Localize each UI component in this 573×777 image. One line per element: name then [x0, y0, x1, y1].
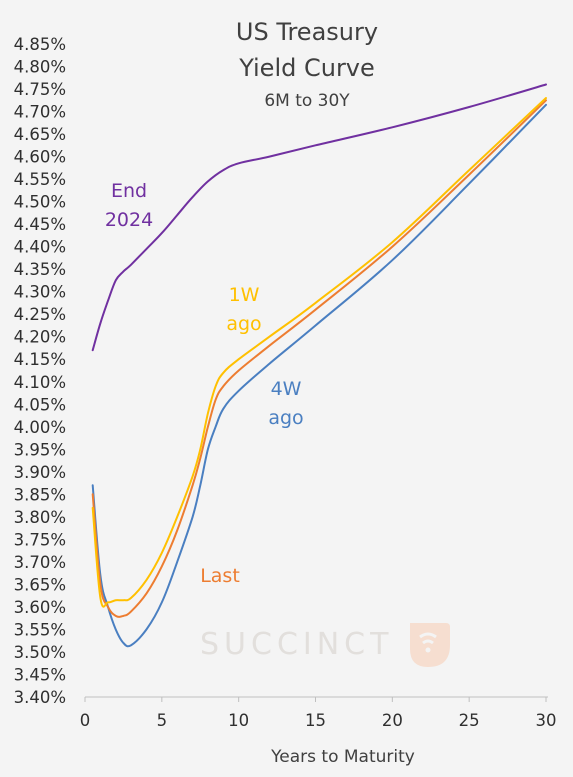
y-tick-label: 4.05%: [14, 395, 66, 414]
y-tick-label: 3.85%: [14, 485, 66, 504]
y-tick-label: 4.20%: [14, 328, 66, 347]
y-tick-label: 4.50%: [14, 193, 66, 212]
x-tick-label: 30: [536, 711, 557, 730]
series-label-4w-ago-line-2: ago: [268, 407, 303, 429]
y-tick-label: 3.90%: [14, 463, 66, 482]
y-tick-label: 4.25%: [14, 305, 66, 324]
y-tick-label: 3.95%: [14, 440, 66, 459]
x-tick-label: 15: [305, 711, 326, 730]
series-line-4w-ago: [91, 103, 547, 648]
y-tick-label: 3.50%: [14, 643, 66, 662]
y-tick-label: 4.40%: [14, 238, 66, 257]
y-tick-label: 3.40%: [14, 688, 66, 707]
series-label-end-2024: End 2024: [105, 180, 153, 231]
series-group: [91, 83, 547, 648]
series-label-4w-ago-line-1: 4W: [271, 378, 302, 400]
x-axis-title: Years to Maturity: [270, 747, 415, 767]
series-label-end-2024-line-1: End: [111, 180, 147, 202]
y-tick-label: 3.80%: [14, 508, 66, 527]
series-label-last: Last: [200, 565, 240, 587]
y-tick-label: 4.80%: [14, 58, 66, 77]
chart-title-line-1: US Treasury: [236, 18, 378, 46]
y-tick-label: 4.70%: [14, 103, 66, 122]
y-tick-label: 4.60%: [14, 148, 66, 167]
y-tick-label: 3.70%: [14, 553, 66, 572]
x-tick-label: 5: [157, 711, 168, 730]
y-tick-label: 3.75%: [14, 530, 66, 549]
x-tick-label: 0: [80, 711, 91, 730]
watermark-text: SUCCINCT: [200, 627, 393, 662]
series-label-end-2024-line-2: 2024: [105, 209, 153, 231]
series-line-end-2024: [91, 83, 547, 352]
y-tick-label: 3.60%: [14, 598, 66, 617]
series-line-1w-ago: [91, 97, 547, 608]
series-label-1w-ago-line-1: 1W: [229, 284, 260, 306]
x-tick-label: 25: [459, 711, 480, 730]
y-tick-label: 4.10%: [14, 373, 66, 392]
x-axis: 0 5 10 15 20 25 30: [80, 697, 557, 730]
y-tick-label: 4.00%: [14, 418, 66, 437]
y-tick-label: 3.55%: [14, 620, 66, 639]
x-tick-label: 10: [228, 711, 249, 730]
y-tick-label: 3.45%: [14, 665, 66, 684]
y-tick-label: 4.75%: [14, 80, 66, 99]
y-tick-label: 4.15%: [14, 350, 66, 369]
watermark: SUCCINCT: [200, 623, 450, 667]
y-tick-label: 4.55%: [14, 170, 66, 189]
watermark-logo-icon: [410, 623, 450, 667]
y-tick-label: 4.85%: [14, 35, 66, 54]
chart-title-line-2: Yield Curve: [238, 54, 375, 82]
series-label-1w-ago: 1W ago: [226, 284, 261, 335]
y-tick-label: 4.30%: [14, 283, 66, 302]
series-label-1w-ago-line-2: ago: [226, 313, 261, 335]
y-axis: 3.40% 3.45% 3.50% 3.55% 3.60% 3.65% 3.70% 3.75%…: [14, 35, 66, 707]
series-label-4w-ago: 4W ago: [268, 378, 303, 429]
y-tick-label: 3.65%: [14, 575, 66, 594]
y-tick-label: 4.45%: [14, 215, 66, 234]
x-tick-label: 20: [382, 711, 403, 730]
chart-subtitle: 6M to 30Y: [264, 91, 350, 111]
y-tick-label: 4.65%: [14, 125, 66, 144]
series-line-last: [91, 99, 547, 618]
y-tick-label: 4.35%: [14, 260, 66, 279]
